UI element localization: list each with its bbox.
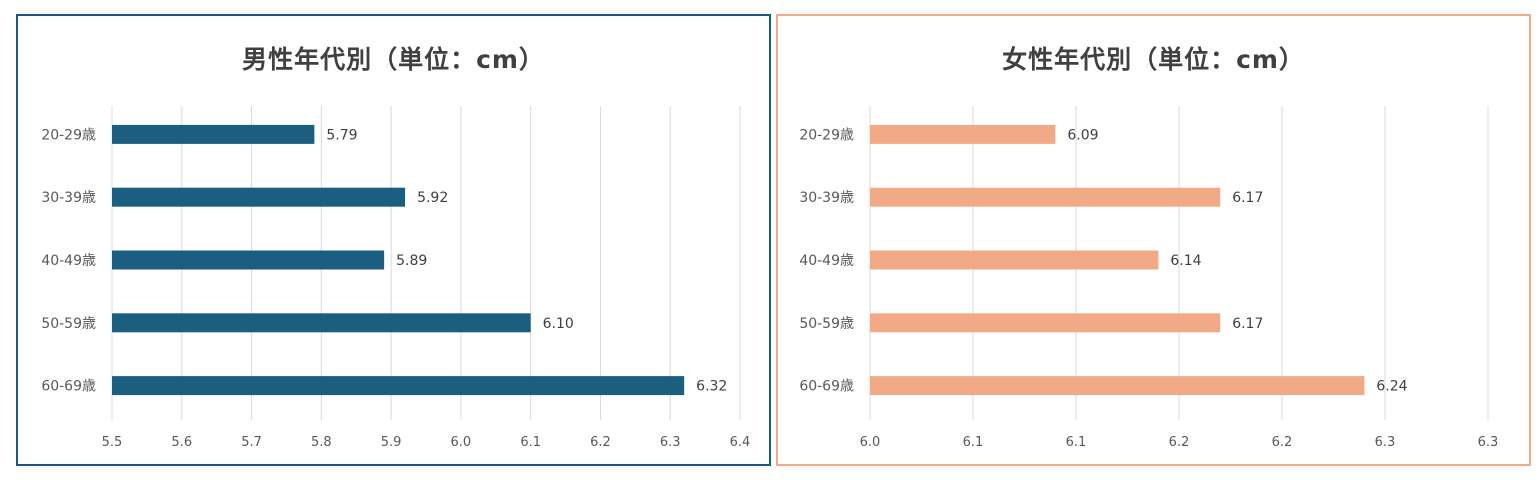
- data-label: 6.09: [1067, 127, 1098, 143]
- x-tick-label: 6.3: [1375, 435, 1396, 450]
- x-tick-label: 6.3: [660, 435, 681, 450]
- data-label: 5.79: [326, 127, 357, 143]
- bar: [870, 313, 1221, 333]
- category-label: 30-39歳: [41, 190, 96, 206]
- category-label: 40-49歳: [799, 253, 854, 269]
- bar: [112, 250, 385, 270]
- x-tick-label: 5.5: [102, 435, 123, 450]
- male-chart-panel: 男性年代別（単位：cm） 5.5 5.6 5.7 5.8 5.9 6.0 6.1 6.2 6.3…: [16, 14, 771, 466]
- x-tick-label: 6.2: [1272, 435, 1293, 450]
- data-label: 6.17: [1232, 316, 1263, 332]
- category-label: 20-29歳: [799, 127, 854, 143]
- female-bar-chart: 6.0 6.1 6.1 6.2 6.2 6.3 6.3 20-29歳 6.09 30-39歳 6.1…: [799, 106, 1499, 450]
- bar: [870, 187, 1221, 207]
- x-tick-label: 6.2: [590, 435, 611, 450]
- x-tick-label: 6.3: [1478, 435, 1499, 450]
- data-label: 6.32: [696, 379, 727, 395]
- x-tick-label: 6.0: [451, 435, 472, 450]
- x-tick-label: 6.2: [1169, 435, 1190, 450]
- category-label: 50-59歳: [799, 316, 854, 332]
- x-tick-label: 6.1: [1066, 435, 1087, 450]
- x-tick-label: 6.1: [520, 435, 541, 450]
- data-label: 5.92: [417, 190, 448, 206]
- x-tick-label: 6.0: [860, 435, 881, 450]
- bar: [112, 376, 685, 396]
- bar: [112, 313, 531, 333]
- category-label: 30-39歳: [799, 190, 854, 206]
- category-label: 20-29歳: [41, 127, 96, 143]
- x-tick-label: 6.1: [963, 435, 984, 450]
- female-chart-panel: 女性年代別（単位：cm） 6.0 6.1 6.1 6.2 6.2 6.3 6.3 20-29歳…: [776, 14, 1531, 466]
- bar: [112, 187, 406, 207]
- category-label: 60-69歳: [799, 379, 854, 395]
- x-tick-label: 6.4: [730, 435, 751, 450]
- data-label: 6.17: [1232, 190, 1263, 206]
- bar: [112, 124, 315, 144]
- data-label: 6.14: [1170, 253, 1201, 269]
- x-tick-label: 5.8: [311, 435, 332, 450]
- x-tick-label: 5.6: [171, 435, 192, 450]
- male-bar-chart: 5.5 5.6 5.7 5.8 5.9 6.0 6.1 6.2 6.3 6.4 20-29歳 5.79…: [41, 106, 751, 450]
- bar: [870, 376, 1365, 396]
- category-label: 50-59歳: [41, 316, 96, 332]
- chart-title: 男性年代別（単位：cm）: [242, 45, 545, 74]
- data-label: 6.24: [1376, 379, 1407, 395]
- bar: [870, 250, 1159, 270]
- category-label: 40-49歳: [41, 253, 96, 269]
- category-label: 60-69歳: [41, 379, 96, 395]
- chart-title: 女性年代別（単位：cm）: [1002, 45, 1305, 74]
- bar: [870, 124, 1056, 144]
- x-tick-label: 5.7: [241, 435, 262, 450]
- data-label: 5.89: [396, 253, 427, 269]
- x-tick-label: 5.9: [381, 435, 402, 450]
- data-label: 6.10: [543, 316, 574, 332]
